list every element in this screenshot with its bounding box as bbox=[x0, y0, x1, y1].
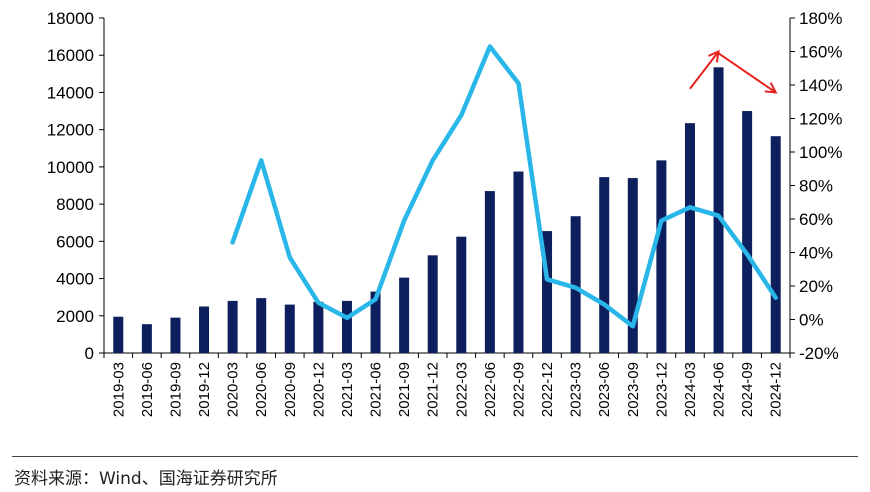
x-axis-tick-label: 2022-03 bbox=[453, 362, 470, 417]
bar bbox=[141, 324, 152, 353]
left-axis-tick-label: 10000 bbox=[47, 158, 94, 177]
bar bbox=[484, 191, 495, 353]
left-axis-tick-label: 2000 bbox=[56, 307, 94, 326]
bar bbox=[742, 111, 753, 353]
source-note: 资料来源：Wind、国海证券研究所 bbox=[14, 469, 278, 489]
bar bbox=[542, 231, 553, 353]
annotation-arrow bbox=[689, 50, 720, 90]
x-axis-tick-label: 2023-06 bbox=[596, 362, 613, 417]
x-axis-tick-label: 2019-09 bbox=[167, 362, 184, 417]
left-axis-tick-label: 16000 bbox=[47, 46, 94, 65]
bar bbox=[513, 171, 524, 353]
bar bbox=[341, 300, 352, 353]
right-axis-tick-label: 100% bbox=[799, 143, 842, 162]
bar bbox=[227, 300, 238, 353]
x-axis-tick-label: 2020-12 bbox=[310, 362, 327, 417]
right-axis-tick-label: 120% bbox=[799, 110, 842, 129]
x-axis-tick-label: 2020-06 bbox=[253, 362, 270, 417]
left-axis-tick-label: 4000 bbox=[56, 270, 94, 289]
bar bbox=[427, 255, 438, 353]
bar bbox=[113, 316, 124, 353]
x-axis-tick-label: 2023-03 bbox=[568, 362, 585, 417]
right-axis-tick-label: 140% bbox=[799, 76, 842, 95]
divider bbox=[12, 456, 858, 457]
x-axis-tick-label: 2024-12 bbox=[768, 362, 785, 417]
x-axis-tick-label: 2022-12 bbox=[539, 362, 556, 417]
bar bbox=[713, 67, 724, 353]
left-axis-tick-label: 0 bbox=[85, 344, 94, 363]
left-axis-tick-label: 8000 bbox=[56, 195, 94, 214]
bar bbox=[399, 277, 410, 353]
right-axis-tick-label: 160% bbox=[799, 43, 842, 62]
bar bbox=[170, 317, 181, 353]
right-axis-tick-label: 40% bbox=[799, 244, 833, 263]
bar bbox=[770, 136, 781, 353]
bar bbox=[656, 160, 667, 353]
right-axis-tick-label: 60% bbox=[799, 210, 833, 229]
x-axis-tick-label: 2021-12 bbox=[425, 362, 442, 417]
left-axis-tick-label: 12000 bbox=[47, 121, 94, 140]
x-axis-tick-label: 2023-09 bbox=[625, 362, 642, 417]
left-axis-tick-label: 18000 bbox=[47, 9, 94, 28]
left-axis-tick-label: 14000 bbox=[47, 83, 94, 102]
line-series bbox=[230, 44, 778, 329]
right-axis-tick-label: -20% bbox=[799, 344, 839, 363]
right-axis-tick-label: 180% bbox=[799, 9, 842, 28]
x-axis-tick-label: 2021-09 bbox=[396, 362, 413, 417]
x-axis-tick-label: 2024-03 bbox=[682, 362, 699, 417]
bar bbox=[627, 178, 638, 353]
x-axis-tick-label: 2024-09 bbox=[739, 362, 756, 417]
chart: 0 2000 4000 6000 8000 10000 12000 14000 16000 180… bbox=[47, 9, 843, 417]
x-axis-tick-label: 2019-03 bbox=[110, 362, 127, 417]
annotation-arrowhead bbox=[764, 82, 778, 94]
x-axis-tick-label: 2020-09 bbox=[282, 362, 299, 417]
bar bbox=[256, 298, 267, 353]
bar bbox=[284, 304, 295, 353]
x-axis-tick-label: 2022-09 bbox=[510, 362, 527, 417]
x-axis-tick-label: 2022-06 bbox=[482, 362, 499, 417]
bar bbox=[599, 177, 610, 353]
bar bbox=[570, 216, 581, 353]
bar bbox=[313, 301, 324, 353]
bar bbox=[684, 123, 695, 354]
bar bbox=[199, 306, 210, 353]
x-axis-tick-label: 2023-12 bbox=[653, 362, 670, 417]
right-axis-tick-label: 20% bbox=[799, 277, 833, 296]
x-axis-tick-label: 2019-06 bbox=[139, 362, 156, 417]
annotation-arrow bbox=[717, 52, 777, 94]
x-axis-tick-label: 2019-12 bbox=[196, 362, 213, 417]
left-axis-tick-label: 6000 bbox=[56, 232, 94, 251]
right-axis-tick-label: 80% bbox=[799, 177, 833, 196]
right-axis-tick-label: 0% bbox=[799, 311, 824, 330]
bar bbox=[370, 291, 381, 353]
x-axis-tick-label: 2021-06 bbox=[368, 362, 385, 417]
x-axis-tick-label: 2020-03 bbox=[225, 362, 242, 417]
annotation-arrowhead bbox=[708, 49, 720, 63]
x-axis-tick-label: 2024-06 bbox=[711, 362, 728, 417]
bar bbox=[456, 236, 467, 353]
chart-svg: 0 2000 4000 6000 8000 10000 12000 14000 16000 180… bbox=[47, 9, 843, 417]
x-axis-tick-label: 2021-03 bbox=[339, 362, 356, 417]
